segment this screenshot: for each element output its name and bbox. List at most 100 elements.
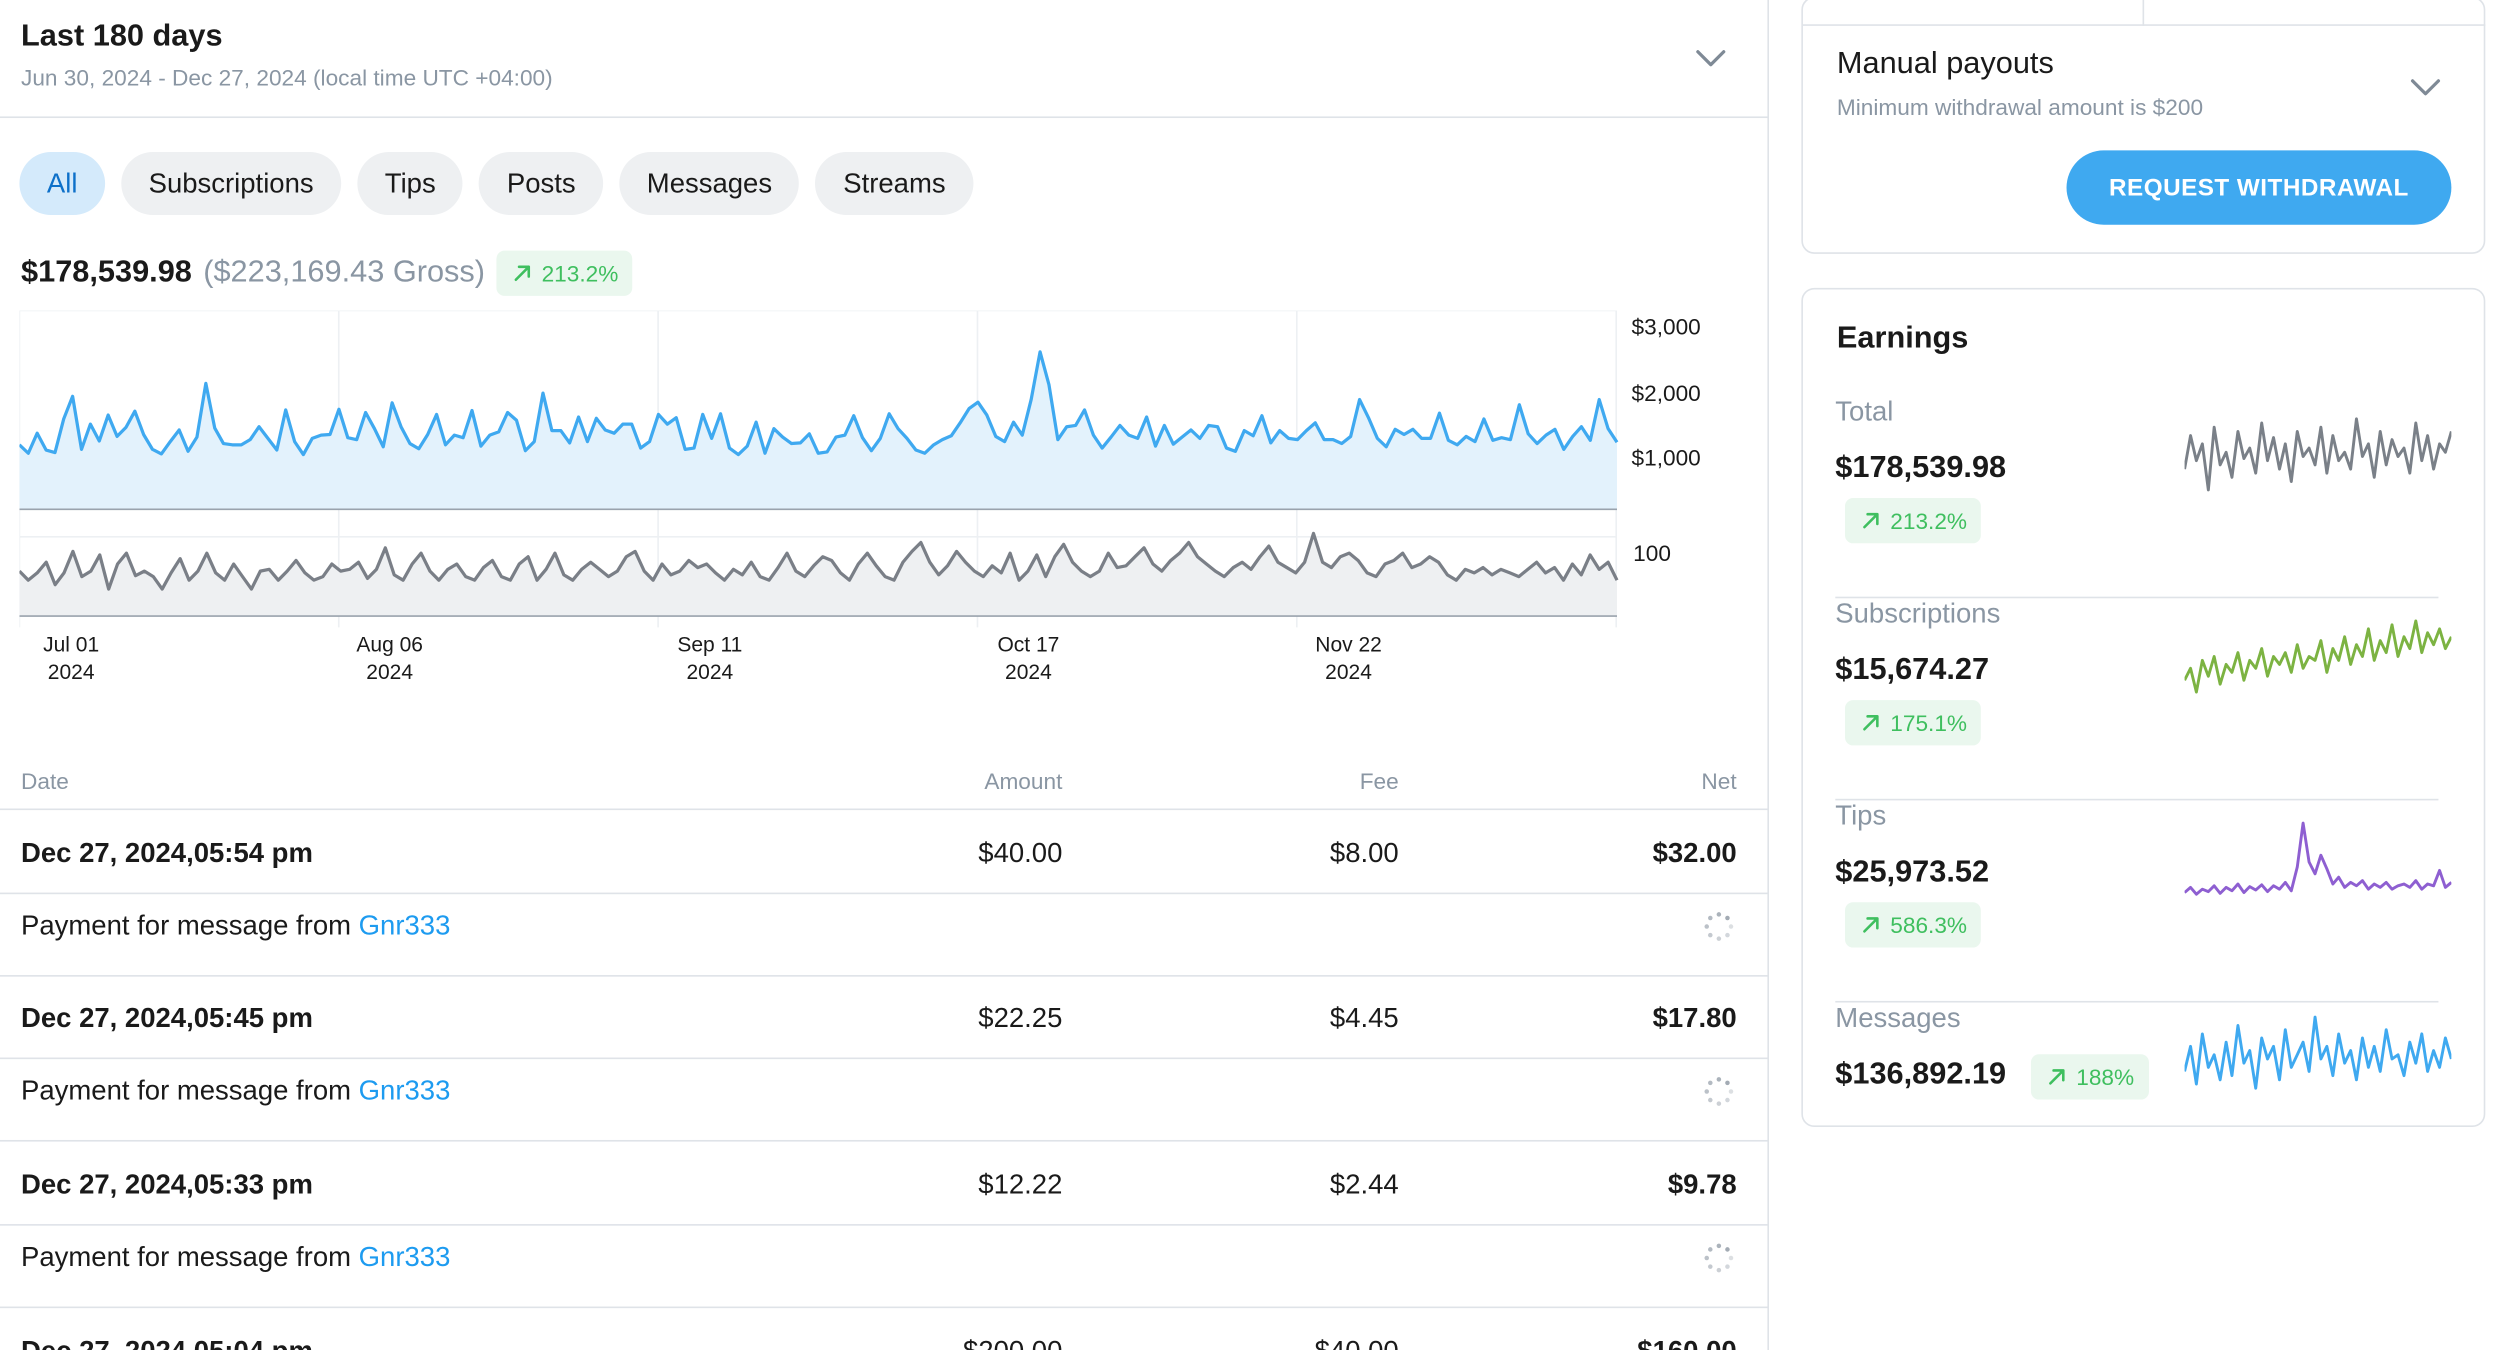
statements-panel: Last 180 days Jun 30, 2024 - Dec 27, 202… [0, 0, 1769, 1350]
earnings-chart: $3,000 $2,000 $1,000 100 Jul 01 2024 Aug 06 202… [19, 310, 1701, 684]
tx-fee: $2.44 [1329, 1169, 1399, 1200]
filter-chip-tips[interactable]: Tips [357, 151, 464, 216]
x-tick-label: Nov 22 [1315, 634, 1382, 657]
spinner-dot [1725, 1080, 1730, 1086]
sparkline-tips [2184, 821, 2452, 896]
x-tick-label: Aug 06 [356, 634, 423, 657]
payout-title: Manual payouts [1836, 46, 2054, 81]
sparkline-messages [2184, 1015, 2452, 1090]
x-tick-label: Oct 17 [997, 634, 1059, 657]
table-header: Date Amount Fee Net [0, 760, 1769, 811]
sparkline-subscriptions [2184, 619, 2452, 694]
trend-badge: 586.3% [1844, 902, 1982, 948]
tx-amount: $22.25 [978, 1002, 1063, 1034]
filter-chip-subscriptions[interactable]: Subscriptions [121, 151, 342, 216]
spinner-dot [1708, 932, 1713, 938]
x-tick-label: Jul 01 [43, 634, 99, 657]
amount-series-area [19, 351, 1617, 510]
pending-spinner-icon [1704, 912, 1734, 941]
spinner-dot [1708, 1080, 1713, 1086]
tx-net: $17.80 [1652, 1002, 1737, 1034]
earnings-summary: $178,539.98 ($223,169.43 Gross) 213.2% [21, 250, 633, 296]
user-link[interactable]: Gnr333 [358, 1241, 451, 1273]
earnings-value: $178,539.98 [1835, 451, 2007, 486]
pending-spinner-icon [1704, 1243, 1734, 1273]
spinner-dot [1708, 1097, 1713, 1103]
sidebar: Manual payouts Minimum withdrawal amount… [1769, 0, 2506, 1350]
earnings-card: Earnings Total $178,539.98 213.2% Subscr… [1801, 287, 2486, 1129]
arrow-up-right-icon [2049, 1069, 2065, 1085]
tx-date: Dec 27, 2024,05:04 pm [21, 1336, 313, 1350]
tx-net: $160.00 [1637, 1336, 1736, 1350]
spinner-dot [1725, 1097, 1730, 1103]
col-fee: Fee [1359, 768, 1399, 794]
table-row[interactable]: Dec 27, 2024,05:33 pm $12.22 $2.44 $9.78 [0, 1143, 1769, 1226]
earnings-label: Messages [1835, 1002, 1961, 1034]
spinner-dot [1716, 1101, 1722, 1106]
amount-series-line [19, 350, 1619, 457]
request-withdrawal-button[interactable]: REQUEST WITHDRAWAL [2066, 150, 2452, 225]
x-tick-label: Sep 11 [677, 634, 742, 657]
table-row[interactable]: Dec 27, 2024,05:04 pm $200.00 $40.00 $16… [0, 1310, 1769, 1350]
earnings-value: $136,892.19 [1835, 1057, 2007, 1092]
payout-card: Manual payouts Minimum withdrawal amount… [1801, 0, 2486, 254]
spinner-dot [1716, 912, 1722, 917]
trend-badge: 175.1% [1844, 700, 1982, 746]
filter-chip-messages[interactable]: Messages [619, 151, 800, 216]
y-tick-label: $2,000 [1632, 381, 1701, 406]
user-link[interactable]: Gnr333 [358, 910, 451, 942]
tx-description-row: Payment for message from Gnr333 [0, 894, 1769, 977]
tx-net: $9.78 [1667, 1169, 1737, 1200]
tx-date: Dec 27, 2024,05:45 pm [21, 1002, 313, 1034]
filter-chip-all[interactable]: All [19, 151, 105, 216]
chevron-down-icon[interactable] [2408, 71, 2444, 103]
trend-badge: 213.2% [496, 250, 633, 296]
period-selector[interactable]: Last 180 days Jun 30, 2024 - Dec 27, 202… [0, 0, 1769, 119]
filter-chips: All Subscriptions Tips Posts Messages St… [19, 151, 974, 216]
tx-fee: $4.45 [1329, 1002, 1399, 1034]
tx-amount: $200.00 [963, 1336, 1062, 1350]
earnings-total[interactable]: Total $178,539.98 213.2% [1835, 396, 2452, 599]
spinner-dot [1725, 932, 1730, 938]
trend-value: 175.1% [1890, 709, 1968, 736]
earnings-label: Total [1835, 396, 1894, 427]
spinner-dot [1716, 1267, 1722, 1273]
col-amount: Amount [984, 768, 1063, 794]
trend-value: 586.3% [1890, 911, 1968, 938]
spinner-dot [1716, 1077, 1722, 1082]
sparkline-total [2184, 417, 2452, 492]
earnings-messages[interactable]: Messages $136,892.19 188% [1835, 1002, 2452, 1129]
gross-total: ($223,169.43 Gross) [203, 255, 485, 290]
filter-chip-posts[interactable]: Posts [479, 151, 604, 216]
chevron-down-icon[interactable] [1693, 42, 1729, 74]
sparkline-path [2184, 619, 2452, 694]
y-tick-label: $1,000 [1632, 446, 1701, 471]
y-tick-label: 100 [1633, 541, 1671, 566]
spinner-dot [1728, 924, 1734, 929]
earnings-tips[interactable]: Tips $25,973.52 586.3% [1835, 800, 2452, 1003]
col-date: Date [21, 768, 69, 794]
spinner-dot [1716, 1243, 1722, 1249]
arrow-up-right-icon [1863, 917, 1879, 933]
sparkline-path [2184, 417, 2452, 492]
arrow-up-right-icon [1863, 715, 1879, 731]
period-range: Jun 30, 2024 - Dec 27, 2024 (local time … [21, 64, 553, 91]
spinner-dot [1716, 936, 1722, 941]
spinner-dot [1704, 1089, 1710, 1094]
col-net: Net [1701, 768, 1737, 794]
table-row[interactable]: Dec 27, 2024,05:45 pm $22.25 $4.45 $17.8… [0, 977, 1769, 1060]
spinner-dot [1704, 1255, 1710, 1261]
x-tick-year: 2024 [48, 661, 95, 684]
table-row[interactable]: Dec 27, 2024,05:54 pm $40.00 $8.00 $32.0… [0, 812, 1769, 895]
period-title: Last 180 days [21, 19, 223, 54]
filter-chip-streams[interactable]: Streams [815, 151, 974, 216]
user-link[interactable]: Gnr333 [358, 1075, 451, 1107]
tx-date: Dec 27, 2024,05:33 pm [21, 1169, 313, 1200]
payout-tabs [1802, 0, 2486, 26]
tx-description: Payment for message from Gnr333 [21, 910, 451, 942]
spinner-dot [1728, 1089, 1734, 1094]
earnings-subscriptions[interactable]: Subscriptions $15,674.27 175.1% [1835, 598, 2452, 801]
spinner-dot [1708, 1247, 1713, 1252]
x-tick-year: 2024 [1005, 661, 1052, 684]
